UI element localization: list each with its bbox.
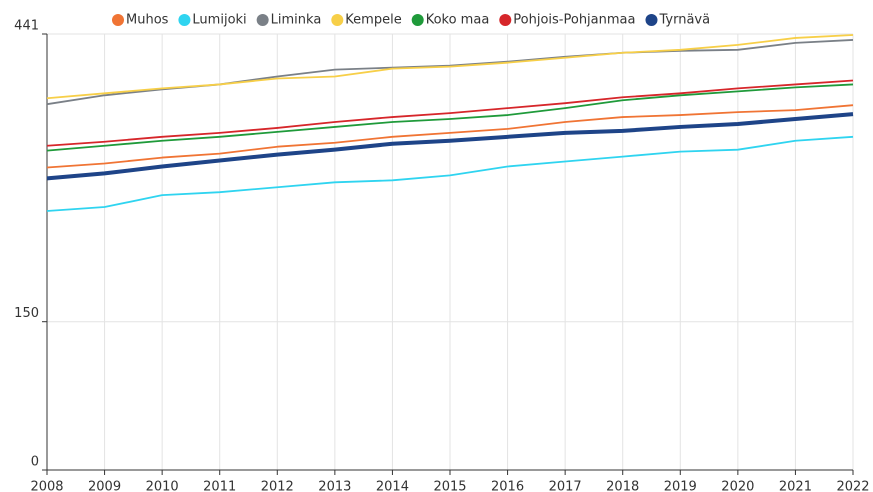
y-tick-label: 441 [14,19,39,34]
line-series [46,104,854,169]
line-series [46,34,854,100]
line-series [46,135,854,212]
x-tick-label: 2009 [88,480,121,492]
x-tick-label: 2016 [491,480,524,492]
x-tick-label: 2021 [779,480,812,492]
x-tick-label: 2013 [318,480,351,492]
y-tick-label: 150 [14,306,39,321]
x-tick-label: 2015 [433,480,466,492]
legend-label: Lumijoki [192,13,246,28]
legend-marker [645,14,658,26]
legend-marker [178,14,191,26]
x-tick-label: 2022 [836,480,869,492]
y-tick-label: 0 [31,455,39,470]
legend-label: Muhos [126,13,169,28]
x-tick-label: 2010 [146,480,179,492]
legend-marker [499,14,512,26]
legend-marker [411,14,424,26]
x-tick-label: 2017 [549,480,582,492]
x-tick-label: 2018 [606,480,639,492]
line-series [46,83,854,152]
x-tick-label: 2008 [30,480,63,492]
legend-marker [331,14,344,26]
legend-label: Pohjois-Pohjanmaa [513,13,635,28]
x-tick-label: 2012 [261,480,294,492]
legend-label: Tyrnävä [658,13,710,28]
line-series [46,112,854,181]
x-tick-label: 2020 [721,480,754,492]
legend-label: Liminka [271,13,322,28]
legend-marker [256,14,269,26]
x-tick-label: 2011 [203,480,236,492]
legend-label: Koko maa [426,13,490,28]
legend-label: Kempele [345,13,401,28]
x-tick-label: 2019 [664,480,697,492]
legend-marker [112,14,124,26]
x-tick-label: 2014 [376,480,409,492]
line-series [46,79,854,147]
